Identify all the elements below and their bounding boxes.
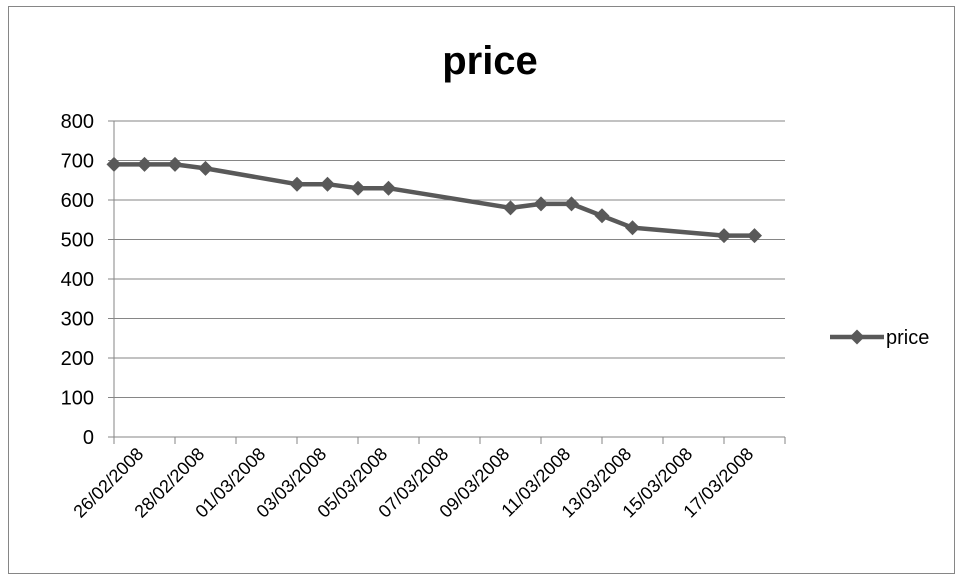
y-tick-label: 500 — [61, 230, 94, 252]
data-point-marker — [625, 220, 640, 236]
data-point-marker — [594, 208, 610, 224]
data-point-marker — [564, 196, 579, 212]
legend-label: price — [886, 327, 929, 349]
y-tick-label: 100 — [61, 388, 94, 410]
y-tick-label: 600 — [61, 190, 94, 212]
data-point-marker — [503, 200, 518, 216]
legend-marker-icon — [849, 329, 865, 345]
series-layer — [106, 156, 762, 244]
data-point-marker — [716, 228, 732, 244]
y-tick-label: 300 — [61, 309, 94, 331]
data-point-marker — [167, 156, 183, 172]
data-point-marker — [198, 160, 213, 176]
data-point-marker — [320, 176, 335, 192]
y-tick-label: 800 — [61, 111, 94, 133]
data-point-marker — [350, 180, 366, 196]
data-point-marker — [137, 156, 152, 172]
data-point-marker — [106, 156, 122, 172]
gridlines — [114, 120, 785, 398]
data-point-marker — [747, 228, 762, 244]
axes: 010020030040050060070080026/02/200828/02… — [61, 111, 786, 522]
y-tick-label: 700 — [61, 151, 94, 173]
legend: price — [830, 327, 929, 349]
y-tick-label: 0 — [83, 427, 94, 449]
chart-title: price — [442, 39, 538, 83]
data-point-marker — [381, 180, 396, 196]
y-tick-label: 200 — [61, 348, 94, 370]
data-point-marker — [289, 176, 305, 192]
y-tick-label: 400 — [61, 269, 94, 291]
chart-frame — [8, 6, 955, 574]
data-point-marker — [533, 196, 549, 212]
